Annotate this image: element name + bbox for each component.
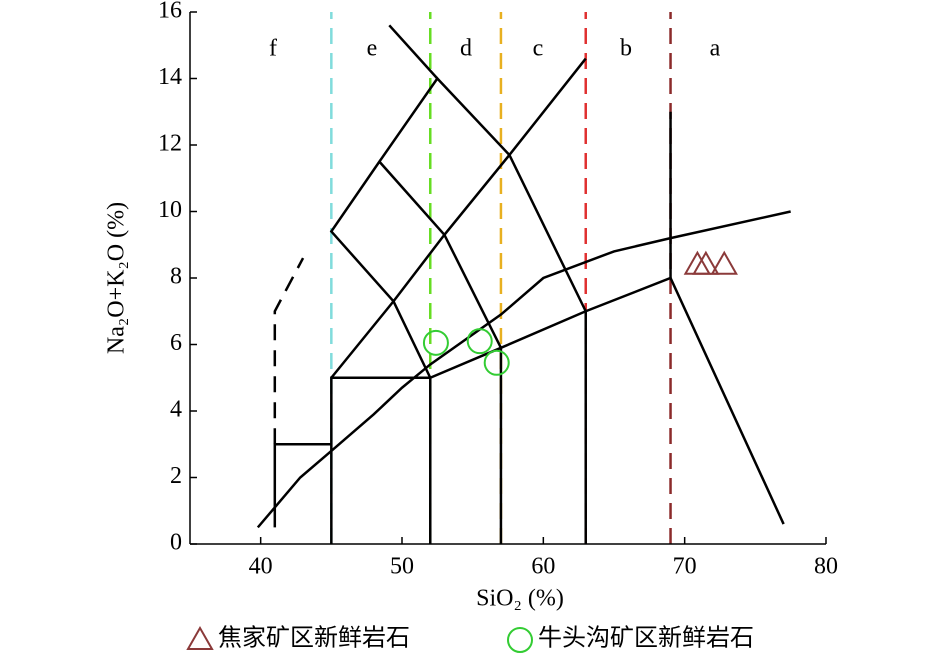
y-tick-label: 8 [170,264,182,290]
y-tick-label: 2 [170,463,182,489]
region-label: c [533,36,544,62]
region-label: a [710,36,721,62]
y-axis-label: Na₂O+K₂O (%) [104,202,130,354]
field-boundary [256,210,791,529]
y-tick-label: 16 [158,0,182,24]
region-label: d [460,36,472,62]
field-boundary [429,276,785,525]
field-boundary [273,257,305,445]
y-tick-label: 4 [170,397,182,423]
data-point [466,328,493,355]
y-tick-label: 0 [170,530,182,556]
legend-label: 焦家矿区新鲜岩石 [218,625,410,652]
x-tick-label: 70 [673,554,697,580]
data-point [692,250,720,275]
legend-label: 牛头沟矿区新鲜岩石 [538,625,754,652]
y-tick-label: 14 [158,64,182,90]
x-tick-label: 40 [249,554,273,580]
y-tick-label: 10 [158,197,182,223]
legend-symbol [186,625,214,650]
field-boundary [378,160,503,544]
field-boundary [329,76,587,544]
field-boundary [388,24,439,80]
x-tick-label: 60 [531,554,555,580]
data-point [683,250,712,275]
field-boundary [330,376,432,544]
region-label: f [269,36,277,62]
data-point [483,349,510,376]
data-point [710,250,738,275]
legend-symbol [507,627,533,653]
x-tick-label: 80 [814,554,838,580]
field-boundary [330,57,587,379]
y-tick-label: 6 [170,330,182,356]
region-label: e [367,36,378,62]
data-point [422,329,449,356]
x-tick-label: 50 [390,554,414,580]
y-tick-label: 12 [158,131,182,157]
x-axis-label: SiO₂ (%) [476,586,564,612]
region-label: b [620,36,632,62]
